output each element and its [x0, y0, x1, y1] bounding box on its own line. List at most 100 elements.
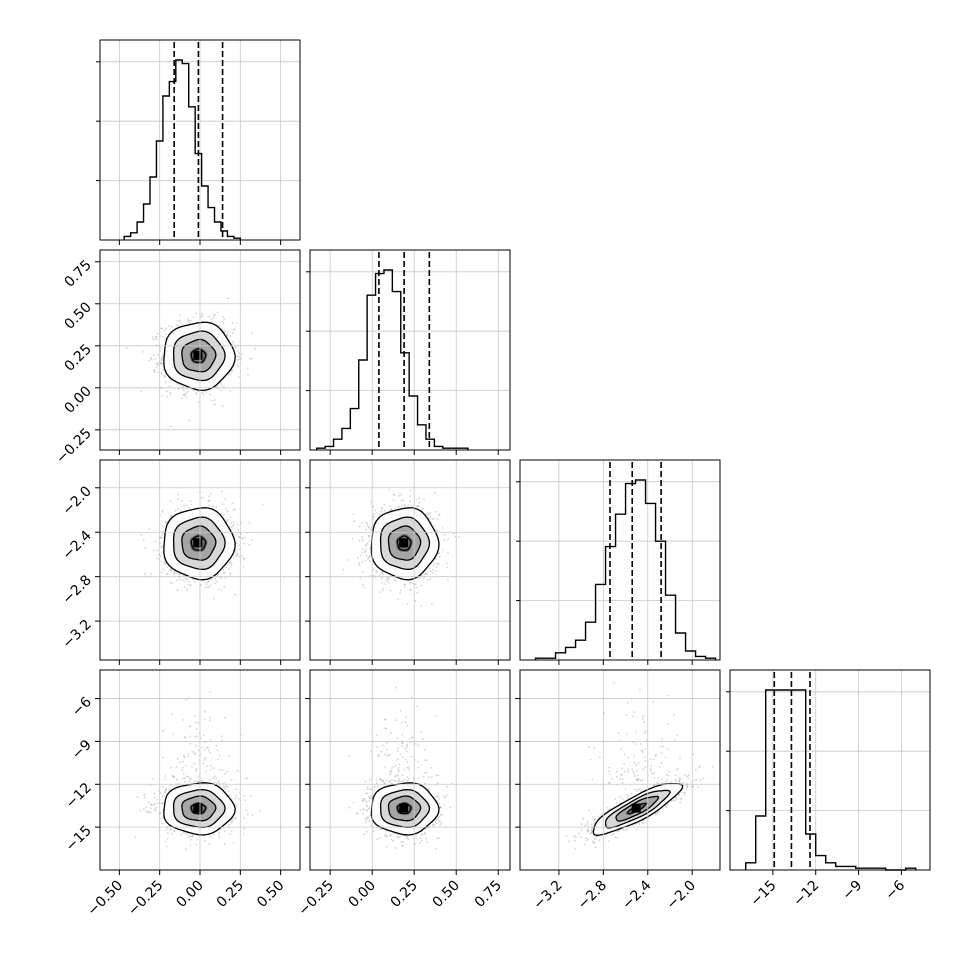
scatter-point [435, 557, 437, 560]
scatter-point [236, 358, 239, 361]
scatter-point [164, 381, 167, 384]
scatter-point [381, 571, 384, 574]
scatter-point [215, 506, 218, 508]
scatter-point [172, 776, 175, 778]
scatter-point [224, 772, 227, 775]
scatter-point [208, 579, 211, 581]
scatter-point [183, 586, 186, 589]
scatter-point [187, 775, 190, 778]
scatter-point [224, 330, 227, 333]
contour-line [370, 507, 440, 581]
histogram-step-p2 [316, 269, 469, 450]
scatter-point [200, 312, 203, 315]
scatter-point [435, 570, 437, 572]
scatter-point [387, 582, 390, 584]
scatter-point [424, 573, 426, 576]
scatter-point [170, 515, 173, 518]
scatter-point [388, 578, 391, 581]
scatter-point [210, 318, 213, 321]
scatter-point [381, 577, 383, 580]
scatter-point [365, 543, 368, 546]
scatter-point [229, 572, 231, 574]
scatter-point [164, 788, 167, 791]
panel-body [140, 490, 264, 600]
scatter-point [187, 318, 189, 321]
scatter-point [169, 766, 172, 769]
scatter-point [160, 555, 162, 558]
y-tick-label: −2.0 [59, 483, 94, 518]
scatter-point [232, 509, 235, 511]
scatter-point [400, 506, 403, 509]
scatter-point [152, 338, 155, 341]
scatter-point [221, 384, 223, 387]
scatter-point [373, 516, 375, 519]
y-tick-label: 0.50 [61, 299, 94, 332]
scatter-point [207, 580, 210, 583]
contour-line [163, 321, 236, 392]
scatter-point [195, 769, 198, 772]
scatter-point [161, 356, 164, 359]
scatter-point [437, 513, 440, 516]
contour-panel-c41 [134, 691, 261, 850]
scatter-point [237, 355, 240, 358]
scatter-point [368, 560, 371, 563]
scatter-point [150, 803, 153, 806]
scatter-point [164, 329, 166, 332]
scatter-point [149, 573, 152, 576]
scatter-point [242, 558, 245, 560]
scatter-point [177, 498, 179, 501]
scatter-point [234, 508, 237, 510]
scatter-point [195, 745, 198, 747]
scatter-point [391, 508, 393, 511]
scatter-point [436, 518, 439, 521]
scatter-point [217, 780, 220, 783]
scatter-point [213, 399, 216, 401]
scatter-point [220, 589, 223, 592]
scatter-point [447, 551, 449, 554]
scatter-point [438, 556, 441, 558]
scatter-point [248, 543, 251, 546]
scatter-point [373, 574, 375, 577]
scatter-point [189, 777, 192, 780]
scatter-point [217, 573, 220, 575]
histogram-frame-p3 [519, 459, 721, 661]
scatter-point [182, 579, 184, 582]
scatter-point [144, 810, 147, 812]
scatter-point [160, 537, 163, 539]
scatter-point [261, 503, 264, 506]
scatter-point [407, 504, 409, 506]
scatter-point [173, 573, 175, 576]
scatter-point [398, 495, 400, 497]
scatter-point [369, 574, 372, 577]
scatter-point [435, 529, 438, 531]
scatter-point [195, 843, 198, 846]
scatter-point [388, 505, 391, 508]
scatter-point [229, 335, 232, 338]
scatter-point [210, 578, 213, 580]
density-peak [193, 350, 203, 360]
scatter-point [208, 719, 211, 722]
scatter-point [229, 516, 232, 519]
scatter-point [221, 328, 224, 331]
contour-line [379, 516, 431, 571]
scatter-point [458, 536, 460, 538]
scatter-point [189, 584, 192, 586]
scatter-point [208, 499, 211, 502]
scatter-point [161, 545, 164, 547]
scatter-point [416, 591, 419, 594]
scatter-point [153, 803, 156, 806]
scatter-point [223, 843, 226, 846]
scatter-point [225, 507, 227, 510]
scatter-point [412, 582, 414, 585]
scatter-point [399, 492, 401, 495]
scatter-point [182, 388, 185, 391]
scatter-point [216, 385, 219, 388]
scatter-point [157, 802, 159, 804]
scatter-point [367, 534, 370, 537]
scatter-point [165, 521, 168, 524]
scatter-point [421, 508, 423, 511]
scatter-point [406, 603, 409, 606]
scatter-point [156, 363, 159, 365]
scatter-point [231, 322, 234, 325]
scatter-point [403, 586, 406, 588]
